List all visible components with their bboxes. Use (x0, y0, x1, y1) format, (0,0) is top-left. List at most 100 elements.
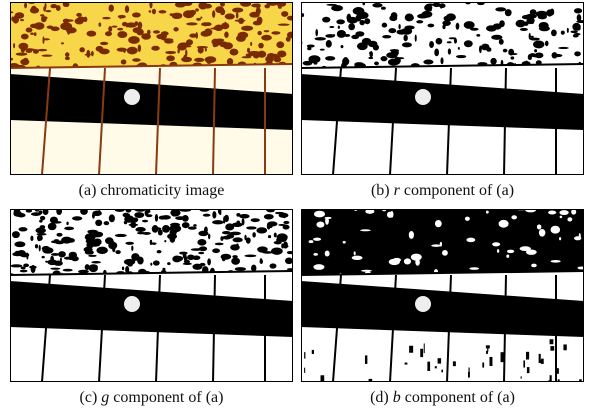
texture-spot (435, 366, 437, 368)
caption-symbol: r (394, 182, 401, 199)
texture-spot (313, 238, 321, 241)
texture-spot (381, 7, 386, 10)
texture-spot (16, 52, 28, 55)
texture-spot (193, 224, 197, 227)
caption-text: component of (a) (404, 182, 514, 199)
texture-spot (45, 10, 51, 12)
texture-spot (486, 211, 489, 214)
texture-spot (405, 363, 408, 365)
texture-spot (541, 359, 544, 364)
texture-spot (56, 233, 62, 237)
texture-spot (256, 227, 267, 233)
texture-spot (268, 222, 273, 228)
texture-spot (520, 28, 528, 31)
texture-spot (55, 240, 64, 244)
texture-spot (125, 5, 129, 13)
texture-spot (567, 28, 569, 33)
texture-spot (409, 346, 413, 353)
texture-spot (95, 220, 102, 226)
texture-spot (170, 223, 180, 227)
texture-spot (364, 18, 370, 24)
texture-spot (482, 362, 484, 367)
texture-spot (50, 268, 60, 270)
texture-spot (117, 31, 127, 38)
texture-spot (42, 36, 44, 43)
texture-spot (257, 31, 261, 35)
texture-spot (29, 266, 37, 269)
texture-spot (41, 16, 47, 22)
texture-spot (200, 17, 202, 19)
texture-spot (469, 267, 479, 270)
texture-spot (558, 47, 569, 49)
texture-spot (401, 28, 412, 35)
texture-spot (264, 30, 270, 32)
texture-spot (415, 34, 417, 41)
texture-spot (343, 241, 346, 244)
texture-spot (68, 258, 76, 260)
texture-spot (456, 23, 460, 30)
caption-label: (c) (80, 389, 98, 406)
texture-spot (448, 48, 451, 54)
texture-spot (382, 23, 387, 28)
texture-spot (229, 232, 241, 236)
texture-spot (433, 3, 441, 7)
texture-spot (147, 30, 151, 35)
texture-spot (537, 224, 542, 229)
texture-spot (265, 56, 274, 63)
texture-spot (577, 14, 582, 21)
texture-spot (508, 53, 517, 55)
caption-text: component of (a) (113, 389, 223, 406)
texture-spot (486, 351, 488, 354)
texture-spot (149, 10, 152, 12)
texture-spot (470, 28, 479, 31)
caption-symbol: g (101, 389, 109, 406)
texture-spot (195, 8, 199, 11)
texture-spot (48, 223, 57, 230)
caption-symbol: b (393, 389, 401, 406)
texture-spot (205, 48, 207, 52)
texture-spot (54, 261, 63, 266)
texture-spot (240, 0, 251, 6)
texture-spot (260, 258, 262, 260)
texture-spot (511, 215, 517, 219)
texture-spot (347, 17, 358, 24)
texture-spot (256, 3, 261, 8)
texture-spot (23, 58, 29, 64)
texture-spot (76, 13, 82, 17)
texture-spot (30, 24, 38, 29)
texture-spot (26, 253, 28, 260)
texture-spot (539, 354, 541, 363)
texture-spot (313, 62, 317, 65)
texture-spot (35, 227, 45, 233)
texture-spot (167, 233, 177, 239)
texture-spot (18, 227, 27, 231)
texture-spot (403, 35, 407, 42)
texture-spot (230, 49, 239, 56)
texture-spot (287, 268, 295, 270)
texture-spot (550, 339, 554, 344)
texture-spot (259, 247, 264, 252)
panel-image (298, 0, 587, 175)
texture-spot (251, 218, 260, 222)
texture-spot (276, 41, 284, 48)
texture-spot (552, 52, 558, 58)
texture-spot (388, 28, 396, 33)
texture-spot (14, 241, 25, 247)
texture-spot (207, 258, 211, 265)
texture-spot (91, 51, 94, 56)
texture-spot (66, 222, 68, 225)
texture-spot (224, 32, 228, 38)
texture-spot (93, 232, 103, 238)
texture-spot (286, 37, 291, 42)
texture-spot (186, 22, 197, 25)
texture-spot (529, 38, 540, 41)
texture-spot (468, 372, 470, 378)
texture-spot (100, 42, 108, 45)
texture-spot (527, 367, 530, 373)
texture-spot (545, 41, 549, 47)
texture-spot (189, 33, 196, 37)
texture-spot (34, 32, 37, 36)
texture-spot (336, 19, 345, 24)
texture-spot (453, 361, 456, 366)
texture-spot (361, 270, 372, 272)
